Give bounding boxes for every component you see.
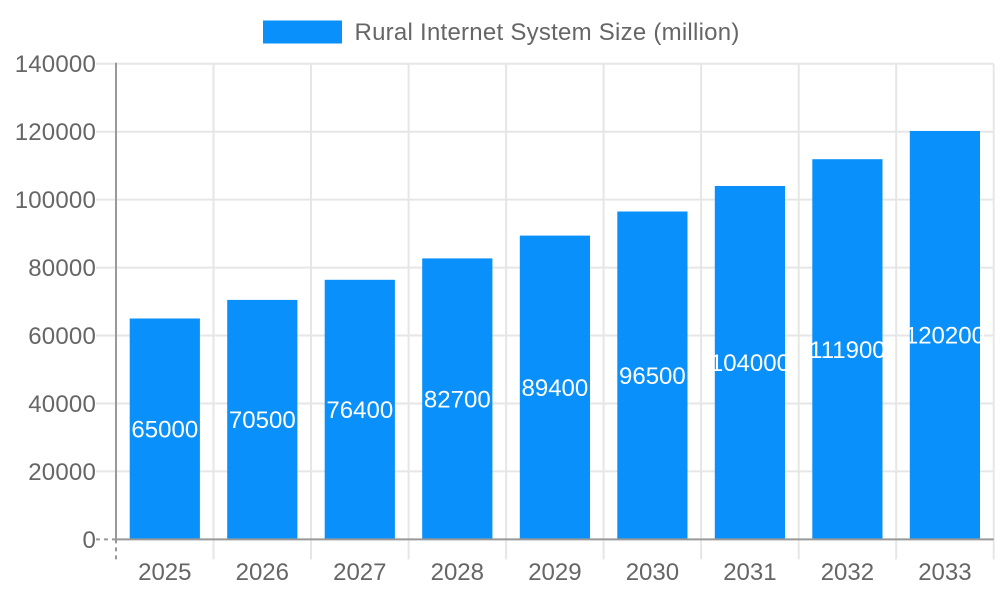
svg-text:60000: 60000: [28, 323, 96, 350]
svg-text:2028: 2028: [431, 559, 484, 586]
svg-text:2031: 2031: [723, 559, 776, 586]
svg-text:2030: 2030: [626, 559, 679, 586]
svg-text:2029: 2029: [528, 559, 581, 586]
svg-text:65000: 65000: [131, 417, 198, 444]
svg-text:76400: 76400: [326, 397, 393, 424]
svg-text:2032: 2032: [821, 559, 874, 586]
svg-text:111900: 111900: [809, 337, 886, 364]
svg-text:40000: 40000: [28, 391, 96, 418]
svg-text:89400: 89400: [522, 375, 589, 402]
svg-text:120000: 120000: [15, 119, 96, 146]
svg-text:0: 0: [82, 527, 96, 554]
svg-text:70500: 70500: [229, 407, 296, 434]
svg-text:120200: 120200: [905, 323, 985, 350]
svg-text:82700: 82700: [424, 386, 491, 413]
svg-text:80000: 80000: [28, 255, 96, 282]
svg-text:140000: 140000: [15, 51, 96, 78]
svg-text:20000: 20000: [28, 459, 96, 486]
svg-text:2026: 2026: [236, 559, 289, 586]
svg-text:2033: 2033: [918, 559, 971, 586]
svg-text:2027: 2027: [333, 559, 386, 586]
svg-text:100000: 100000: [15, 187, 96, 214]
svg-text:96500: 96500: [619, 363, 686, 390]
svg-text:2025: 2025: [138, 559, 191, 586]
svg-text:Rural Internet System Size (mi: Rural Internet System Size (million): [355, 19, 740, 46]
svg-text:104000: 104000: [710, 350, 790, 377]
